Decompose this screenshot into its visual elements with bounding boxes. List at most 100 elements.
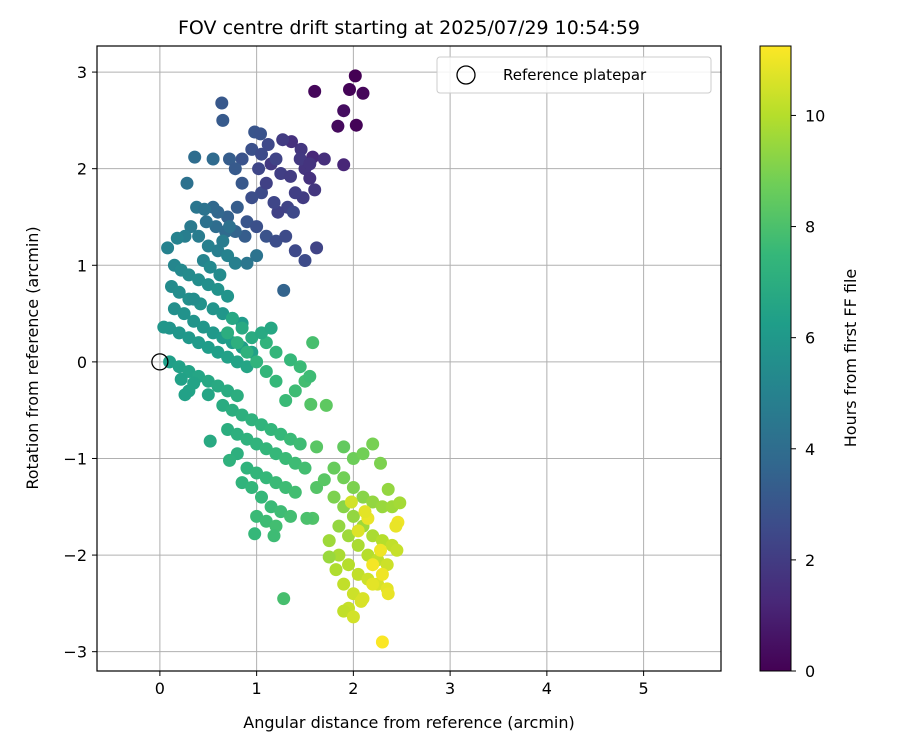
data-point	[182, 331, 196, 345]
data-point	[211, 282, 225, 296]
data-point	[375, 567, 389, 581]
data-point	[250, 249, 264, 263]
data-point	[180, 176, 194, 190]
data-point	[269, 152, 283, 166]
data-point	[284, 353, 297, 367]
data-point	[269, 519, 283, 533]
x-tick-label: 3	[445, 679, 455, 698]
data-point	[216, 234, 230, 248]
data-point	[187, 292, 201, 306]
y-axis-ticks: −3 −2 −1 0 1 2 3	[63, 63, 97, 662]
data-point	[170, 231, 184, 245]
y-tick-label: 2	[77, 160, 87, 179]
data-point	[240, 256, 254, 270]
data-point	[269, 374, 283, 388]
data-point	[284, 169, 297, 183]
colorbar-tick-label: 8	[805, 218, 815, 237]
colorbar-tick-label: 2	[805, 551, 815, 570]
data-point	[375, 635, 389, 649]
data-point	[259, 229, 273, 243]
data-point	[304, 397, 318, 411]
data-point	[356, 86, 370, 100]
data-point	[252, 162, 266, 176]
y-tick-label: 0	[77, 353, 87, 372]
data-point	[206, 302, 220, 316]
data-point	[300, 511, 314, 525]
data-point	[346, 452, 360, 465]
data-point	[389, 519, 403, 533]
data-point	[366, 437, 380, 451]
data-point	[331, 119, 345, 133]
reference-platepar-marker	[151, 353, 169, 371]
data-point	[216, 307, 230, 321]
data-point	[178, 388, 192, 402]
data-point	[213, 268, 227, 282]
data-point	[264, 423, 278, 436]
data-point	[276, 133, 290, 147]
data-point	[240, 360, 254, 374]
data-point	[235, 321, 249, 335]
data-point	[375, 534, 389, 548]
data-point	[206, 152, 220, 166]
data-point	[293, 437, 307, 451]
data-point	[284, 432, 297, 446]
data-point	[211, 345, 225, 359]
data-point	[279, 229, 293, 243]
data-point	[201, 239, 215, 253]
data-point	[230, 355, 244, 369]
data-point	[298, 254, 312, 267]
data-point	[255, 186, 268, 200]
data-point	[197, 202, 211, 216]
plot-frame	[96, 45, 722, 672]
data-point	[255, 490, 268, 504]
data-point	[215, 96, 229, 110]
data-point	[346, 481, 360, 494]
data-point	[187, 314, 201, 328]
data-point	[310, 241, 324, 255]
data-point	[259, 442, 273, 456]
data-point	[381, 587, 395, 601]
data-point	[277, 283, 291, 297]
data-point	[337, 471, 351, 485]
data-point	[177, 307, 191, 321]
colorbar-tick-label: 6	[805, 329, 815, 348]
data-point	[337, 440, 351, 454]
data-point	[223, 453, 236, 467]
data-point	[337, 577, 351, 591]
data-point	[235, 176, 249, 190]
data-point	[374, 456, 387, 470]
data-point	[337, 604, 351, 618]
data-point	[294, 142, 308, 156]
data-point	[250, 466, 264, 480]
data-point	[250, 509, 264, 523]
data-point	[322, 534, 336, 548]
data-point	[351, 538, 365, 552]
data-point	[245, 191, 259, 205]
data-point	[240, 432, 254, 446]
data-point	[344, 495, 358, 509]
data-point	[303, 171, 317, 185]
colorbar-tick-label: 0	[805, 662, 815, 681]
data-point	[346, 610, 360, 624]
data-point	[274, 505, 288, 519]
data-point	[201, 278, 215, 292]
data-point	[259, 471, 273, 485]
data-point	[337, 104, 351, 118]
data-point	[255, 326, 268, 340]
data-point	[206, 326, 220, 340]
data-point	[203, 260, 217, 274]
data-point	[366, 495, 380, 509]
legend: Reference platepar	[436, 56, 712, 94]
data-point	[199, 215, 213, 229]
data-point	[366, 558, 380, 572]
data-point	[342, 558, 355, 572]
data-point	[303, 157, 317, 171]
data-point	[393, 496, 407, 510]
data-point	[250, 355, 264, 369]
x-tick-label: 2	[348, 679, 358, 698]
data-point	[298, 461, 312, 475]
data-point	[238, 229, 252, 243]
data-point	[211, 379, 225, 393]
data-point	[381, 482, 395, 496]
data-point	[366, 577, 380, 591]
